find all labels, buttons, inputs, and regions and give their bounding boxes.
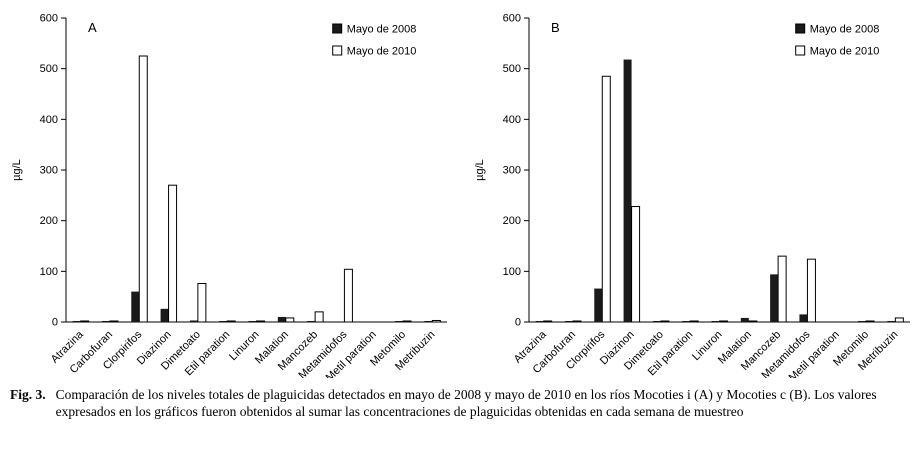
bar-mayo-2008 [799, 314, 808, 322]
y-axis-label: µg/L [474, 159, 486, 181]
bar-mayo-2008 [189, 320, 198, 322]
bar-mayo-2010 [660, 320, 670, 323]
bar-mayo-2008 [535, 320, 544, 322]
bar-mayo-2010 [168, 184, 178, 323]
y-tick-label: 0 [52, 317, 58, 329]
bar-mayo-2010 [80, 320, 90, 323]
bar-mayo-2010 [894, 317, 904, 323]
bar-mayo-2008 [652, 320, 661, 322]
y-tick-label: 300 [40, 165, 58, 177]
bar-mayo-2008 [248, 320, 257, 322]
bar-mayo-2008 [887, 320, 896, 322]
legend-swatch [332, 45, 343, 56]
legend-swatch [795, 45, 806, 56]
y-tick-label: 100 [503, 266, 521, 278]
caption-text: Comparación de los niveles totales de pl… [55, 387, 877, 420]
panel-label: A [88, 20, 97, 35]
legend-label: Mayo de 2010 [347, 46, 417, 58]
y-tick-label: 200 [40, 215, 58, 227]
legend-label: Mayo de 2008 [810, 24, 880, 36]
bar-mayo-2008 [160, 308, 169, 322]
panel-label: B [551, 20, 560, 35]
bar-mayo-2010 [601, 75, 611, 323]
caption-label: Fig. 3. [10, 387, 46, 402]
bar-mayo-2010 [719, 320, 728, 323]
figure-caption: Fig. 3. Comparación de los niveles total… [0, 386, 917, 421]
bar-mayo-2010 [543, 320, 553, 323]
y-tick-label: 500 [503, 63, 521, 75]
bar-mayo-2008 [395, 320, 404, 322]
bar-mayo-2010 [748, 320, 758, 323]
chart-panel-b: 0 100 200 300 400 500 600 µg/L B Atrazina Carbofur… [469, 4, 914, 384]
bar-mayo-2008 [307, 320, 316, 322]
y-tick-label: 100 [40, 266, 58, 278]
chart-panel-a: 0 100 200 300 400 500 600 µg/L A Atrazina Carbofur… [6, 4, 451, 384]
bar-mayo-2008 [131, 291, 140, 322]
chart-svg: 0100200300400500600µg/LAAtrazinaCarbofur… [11, 13, 447, 384]
y-tick-label: 600 [40, 13, 58, 25]
bar-mayo-2008 [682, 320, 691, 322]
legend-label: Mayo de 2008 [347, 24, 417, 36]
bar-mayo-2008 [424, 320, 433, 322]
bar-mayo-2010 [343, 268, 353, 323]
bar-mayo-2008 [623, 59, 632, 323]
bar-mayo-2008 [564, 320, 573, 322]
y-axis-label: µg/L [11, 159, 23, 181]
bar-mayo-2010 [689, 320, 699, 323]
bar-mayo-2010 [806, 258, 816, 323]
bar-mayo-2008 [858, 320, 867, 322]
bar-mayo-2010 [777, 255, 787, 323]
bar-mayo-2010 [572, 320, 582, 323]
y-tick-label: 300 [503, 165, 521, 177]
bar-mayo-2010 [226, 320, 236, 323]
bar-mayo-2008 [711, 320, 720, 322]
y-tick-label: 200 [503, 215, 521, 227]
y-tick-label: 500 [40, 63, 58, 75]
bar-mayo-2008 [740, 317, 749, 322]
bar-mayo-2008 [594, 288, 603, 322]
bar-mayo-2010 [431, 319, 441, 323]
bar-mayo-2010 [865, 320, 875, 323]
bar-mayo-2008 [770, 274, 779, 322]
y-tick-label: 400 [503, 114, 521, 126]
bar-mayo-2010 [197, 282, 207, 323]
bar-mayo-2010 [402, 320, 412, 323]
bar-mayo-2010 [256, 320, 265, 323]
y-tick-label: 600 [503, 13, 521, 25]
bar-mayo-2008 [219, 320, 228, 322]
legend-label: Mayo de 2010 [810, 46, 880, 58]
bar-mayo-2010 [285, 317, 295, 323]
bar-mayo-2010 [631, 205, 641, 323]
y-tick-label: 400 [40, 114, 58, 126]
bar-mayo-2010 [138, 55, 148, 323]
figure: 0 100 200 300 400 500 600 µg/L A Atrazina Carbofur… [0, 4, 917, 421]
bar-mayo-2008 [277, 316, 286, 322]
y-tick-label: 0 [515, 317, 521, 329]
legend-swatch [332, 23, 343, 34]
charts-row: 0 100 200 300 400 500 600 µg/L A Atrazina Carbofur… [0, 4, 917, 384]
bar-mayo-2008 [101, 320, 110, 322]
bar-mayo-2010 [314, 311, 324, 323]
chart-svg: 0100200300400500600µg/LBAtrazinaCarbofur… [474, 13, 910, 384]
legend-swatch [795, 23, 806, 34]
bar-mayo-2008 [72, 320, 81, 322]
bar-mayo-2010 [109, 320, 119, 323]
